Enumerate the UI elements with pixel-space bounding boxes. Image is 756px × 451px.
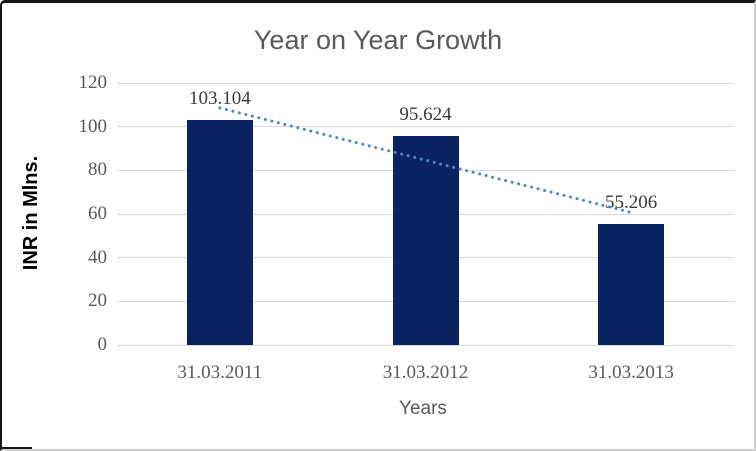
y-tick-label: 100 (78, 115, 108, 137)
y-tick-label: 20 (88, 290, 107, 312)
gridline (117, 344, 734, 346)
y-tick-label: 40 (88, 246, 107, 268)
chart-title: Year on Year Growth (253, 25, 503, 55)
bar-data-label: 103.104 (188, 87, 251, 109)
x-axis-title: Years (399, 398, 447, 419)
y-tick-label: 0 (97, 334, 108, 355)
y-tick-label: 120 (78, 72, 108, 93)
bar (598, 224, 665, 345)
gridline (117, 82, 734, 84)
y-tick-label: 80 (88, 159, 107, 181)
bar-data-label: 95.624 (399, 104, 452, 126)
y-tick-label: 60 (88, 203, 107, 224)
bar-data-label: 55.206 (605, 192, 658, 214)
frame-corner (2, 447, 32, 449)
x-category-label: 31.03.2012 (382, 362, 469, 383)
x-category-label: 31.03.2013 (588, 362, 674, 383)
bar (392, 136, 459, 345)
x-category-label: 31.03.2011 (177, 362, 263, 383)
bar (186, 119, 253, 345)
